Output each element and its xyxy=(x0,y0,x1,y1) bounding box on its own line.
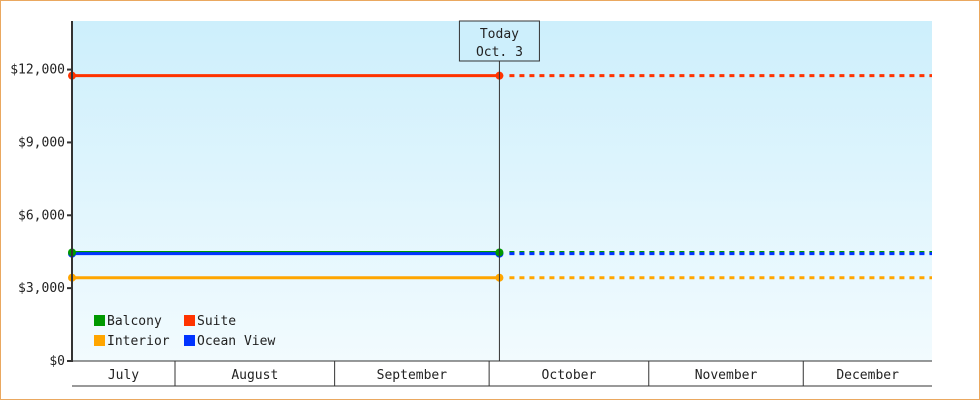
month-label: September xyxy=(377,368,448,383)
month-label: December xyxy=(836,368,899,383)
legend-swatch-interior xyxy=(94,335,105,346)
legend-swatch-suite xyxy=(184,315,195,326)
legend-label: Suite xyxy=(197,314,236,329)
y-tick-label: $6,000 xyxy=(18,208,65,223)
plot-area xyxy=(72,21,932,361)
month-label: July xyxy=(108,368,139,383)
month-label: August xyxy=(231,368,278,383)
y-tick-label: $12,000 xyxy=(10,63,65,78)
legend-label: Balcony xyxy=(107,314,162,329)
legend-label: Interior xyxy=(107,334,170,349)
month-label: November xyxy=(695,368,758,383)
legend-swatch-ocean-view xyxy=(184,335,195,346)
y-tick-label: $9,000 xyxy=(18,135,65,150)
y-tick-label: $3,000 xyxy=(18,281,65,296)
legend-swatch-balcony xyxy=(94,315,105,326)
y-tick-label: $0 xyxy=(49,354,65,369)
today-box xyxy=(458,20,540,62)
month-label: October xyxy=(542,368,597,383)
legend-label: Ocean View xyxy=(197,334,275,349)
today-label: Today xyxy=(480,27,519,42)
today-date: Oct. 3 xyxy=(476,45,523,60)
